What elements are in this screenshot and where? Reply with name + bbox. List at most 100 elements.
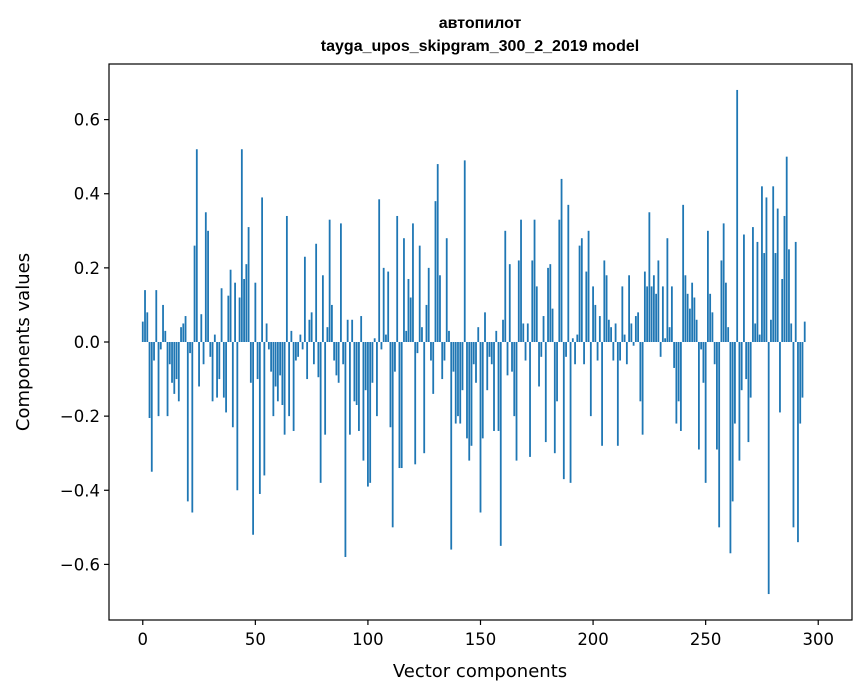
bar (731, 342, 734, 502)
bar (272, 342, 275, 417)
bar (243, 278, 245, 342)
bars-group (141, 89, 806, 595)
bar (641, 342, 644, 435)
bar (452, 342, 455, 372)
bar (535, 286, 538, 342)
bar (403, 238, 405, 342)
bar (468, 342, 471, 461)
bar (549, 264, 552, 342)
bar (285, 215, 288, 342)
bar (283, 342, 286, 435)
bar (569, 342, 572, 483)
bar (315, 243, 318, 342)
bar (747, 342, 750, 443)
bar (398, 342, 401, 469)
bar (382, 267, 385, 342)
bar (306, 342, 309, 380)
bar (484, 312, 486, 342)
bar (294, 342, 297, 361)
bar (276, 342, 279, 402)
bar (227, 295, 230, 342)
bar (346, 319, 349, 342)
bar (472, 342, 475, 365)
bar (799, 342, 802, 424)
bar (427, 267, 430, 342)
bar (245, 264, 248, 342)
bar (367, 342, 369, 487)
bar (193, 245, 196, 342)
bar (407, 278, 410, 342)
bar (758, 334, 761, 342)
bar (211, 342, 214, 402)
x-tick-label: 100 (352, 630, 384, 649)
bar (632, 342, 635, 346)
bar (168, 342, 171, 365)
bar (607, 319, 610, 342)
bar (648, 212, 651, 342)
bar (488, 342, 491, 357)
bar (486, 342, 489, 391)
bar (605, 275, 608, 342)
bar (421, 327, 423, 342)
bar (639, 342, 642, 402)
bar (616, 342, 619, 446)
bar (691, 282, 694, 342)
bar (396, 215, 399, 342)
bar (574, 342, 576, 365)
bar (707, 230, 709, 342)
bar (506, 342, 509, 376)
bar (290, 330, 293, 342)
bar (159, 342, 162, 350)
bar (567, 204, 570, 342)
bar (682, 204, 685, 342)
bar (319, 342, 322, 483)
bar (713, 342, 716, 365)
bar (479, 342, 482, 513)
bar (373, 338, 376, 342)
bar (164, 330, 167, 342)
bar (614, 323, 617, 342)
bar (202, 342, 205, 365)
y-tick-label: −0.2 (60, 407, 100, 426)
bar (538, 342, 540, 387)
bar (445, 238, 448, 342)
bar (673, 342, 676, 368)
bar (585, 271, 588, 342)
bar (698, 342, 700, 450)
bar (191, 342, 194, 513)
bar (716, 342, 718, 450)
bar (603, 260, 606, 342)
bar (740, 342, 743, 391)
bar (664, 338, 667, 342)
bar (261, 197, 263, 342)
x-tick-label: 150 (465, 630, 497, 649)
bar (308, 319, 311, 342)
bar (781, 278, 784, 342)
bar (171, 342, 173, 383)
bar (432, 342, 435, 394)
bar (182, 323, 185, 342)
bar (688, 308, 691, 342)
y-tick-label: 0.2 (74, 259, 100, 278)
bar (544, 342, 547, 443)
bar (720, 260, 723, 342)
y-tick-label: 0.0 (74, 333, 100, 352)
bar (173, 342, 176, 394)
bar (288, 342, 291, 417)
bar (301, 342, 304, 350)
bar (722, 223, 725, 342)
y-tick-label: −0.4 (60, 481, 100, 500)
bar (252, 342, 254, 535)
bar (416, 342, 419, 354)
bar (794, 241, 797, 342)
bar (576, 334, 579, 342)
bar (517, 260, 520, 342)
bar (362, 342, 365, 461)
bar (612, 342, 615, 361)
bar (749, 342, 752, 398)
bar (684, 275, 687, 342)
bar (189, 342, 191, 354)
bar (598, 316, 601, 342)
bar (216, 342, 218, 398)
